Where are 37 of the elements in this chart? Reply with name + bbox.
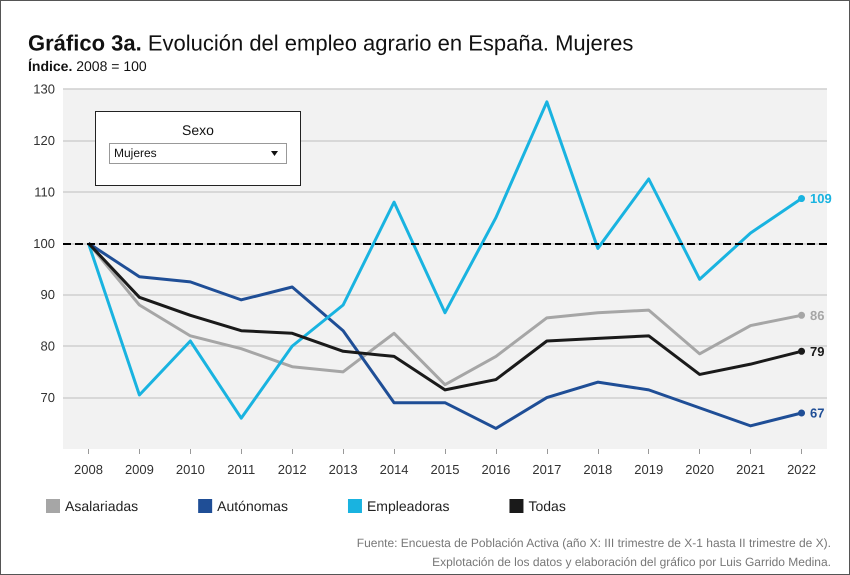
x-tick-label: 2015 [430,462,460,477]
x-tick-label: 2008 [74,462,103,477]
x-tick-label: 2011 [227,462,256,477]
legend-label: Asalariadas [65,498,138,514]
x-tick-label: 2009 [124,462,154,477]
y-tick-label: 100 [33,236,55,251]
data-label: 109 [810,191,832,206]
y-tick-label: 110 [34,184,55,200]
legend-label: Todas [528,498,566,514]
x-tick-label: 2014 [380,462,409,477]
y-tick-label: 80 [40,338,55,354]
y-tick-label: 90 [40,287,55,302]
x-tick-label: 2020 [685,462,714,477]
dropdown-field: Sexo Mujeres [95,111,301,186]
annotation: Sexo [181,122,215,138]
y-tick-label: 70 [40,390,55,406]
x-tick-label: 2013 [328,462,358,477]
x-tick-label: 2021 [736,462,766,477]
x-tick-label: 2010 [176,462,205,477]
annotation: Mujeres [114,146,157,160]
data-label: 67 [810,406,824,420]
x-tick-label: 2019 [634,462,664,477]
chart-subtitle: Índice. 2008 = 100 [28,58,147,74]
text: Explotación de los datos y elaboración del gráfico por Luis Garrido Medina. [432,555,831,569]
chart-title: Gráfico 3a. Evolución del empleo agrario en España. Mujeres [28,30,634,56]
legend-label: Empleadoras [366,498,450,514]
x-tick-label: 2018 [583,462,612,477]
x-tick-label: 2017 [532,462,562,477]
x-tick-label: 2022 [787,462,816,477]
y-tick-label: 120 [33,132,55,148]
data-label: 79 [810,344,824,359]
y-tick-label: 130 [33,82,55,96]
data-label: 86 [810,308,824,323]
source-note: Fuente: Encuesta de Población Activa (año X: III trimestre de X-1 hasta II trimestre de X). [356,536,831,550]
legend-label: Autónomas [217,498,288,514]
x-tick-label: 2016 [481,462,510,477]
x-tick-label: 2012 [278,462,307,477]
